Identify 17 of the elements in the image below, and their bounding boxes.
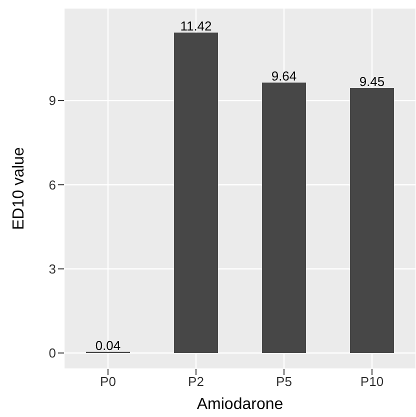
x-tick-label: P5 xyxy=(276,374,292,390)
x-axis-title: Amiodarone xyxy=(196,396,284,413)
y-tick-label: 0 xyxy=(48,346,56,361)
y-tick-label: 6 xyxy=(48,177,56,192)
x-tick-label: P0 xyxy=(100,374,116,390)
bar xyxy=(350,88,394,354)
x-tick-label: P10 xyxy=(360,374,384,390)
data-label: 0.04 xyxy=(95,338,121,353)
bar xyxy=(262,82,306,354)
bar xyxy=(174,32,218,354)
y-tick-label: 3 xyxy=(48,261,56,276)
x-tick-label: P2 xyxy=(188,374,204,390)
data-label: 9.45 xyxy=(359,74,385,89)
y-tick-label: 9 xyxy=(48,93,56,108)
y-axis-title: ED10 value xyxy=(10,147,28,230)
data-label: 11.42 xyxy=(180,18,212,34)
data-label: 9.64 xyxy=(271,68,297,84)
